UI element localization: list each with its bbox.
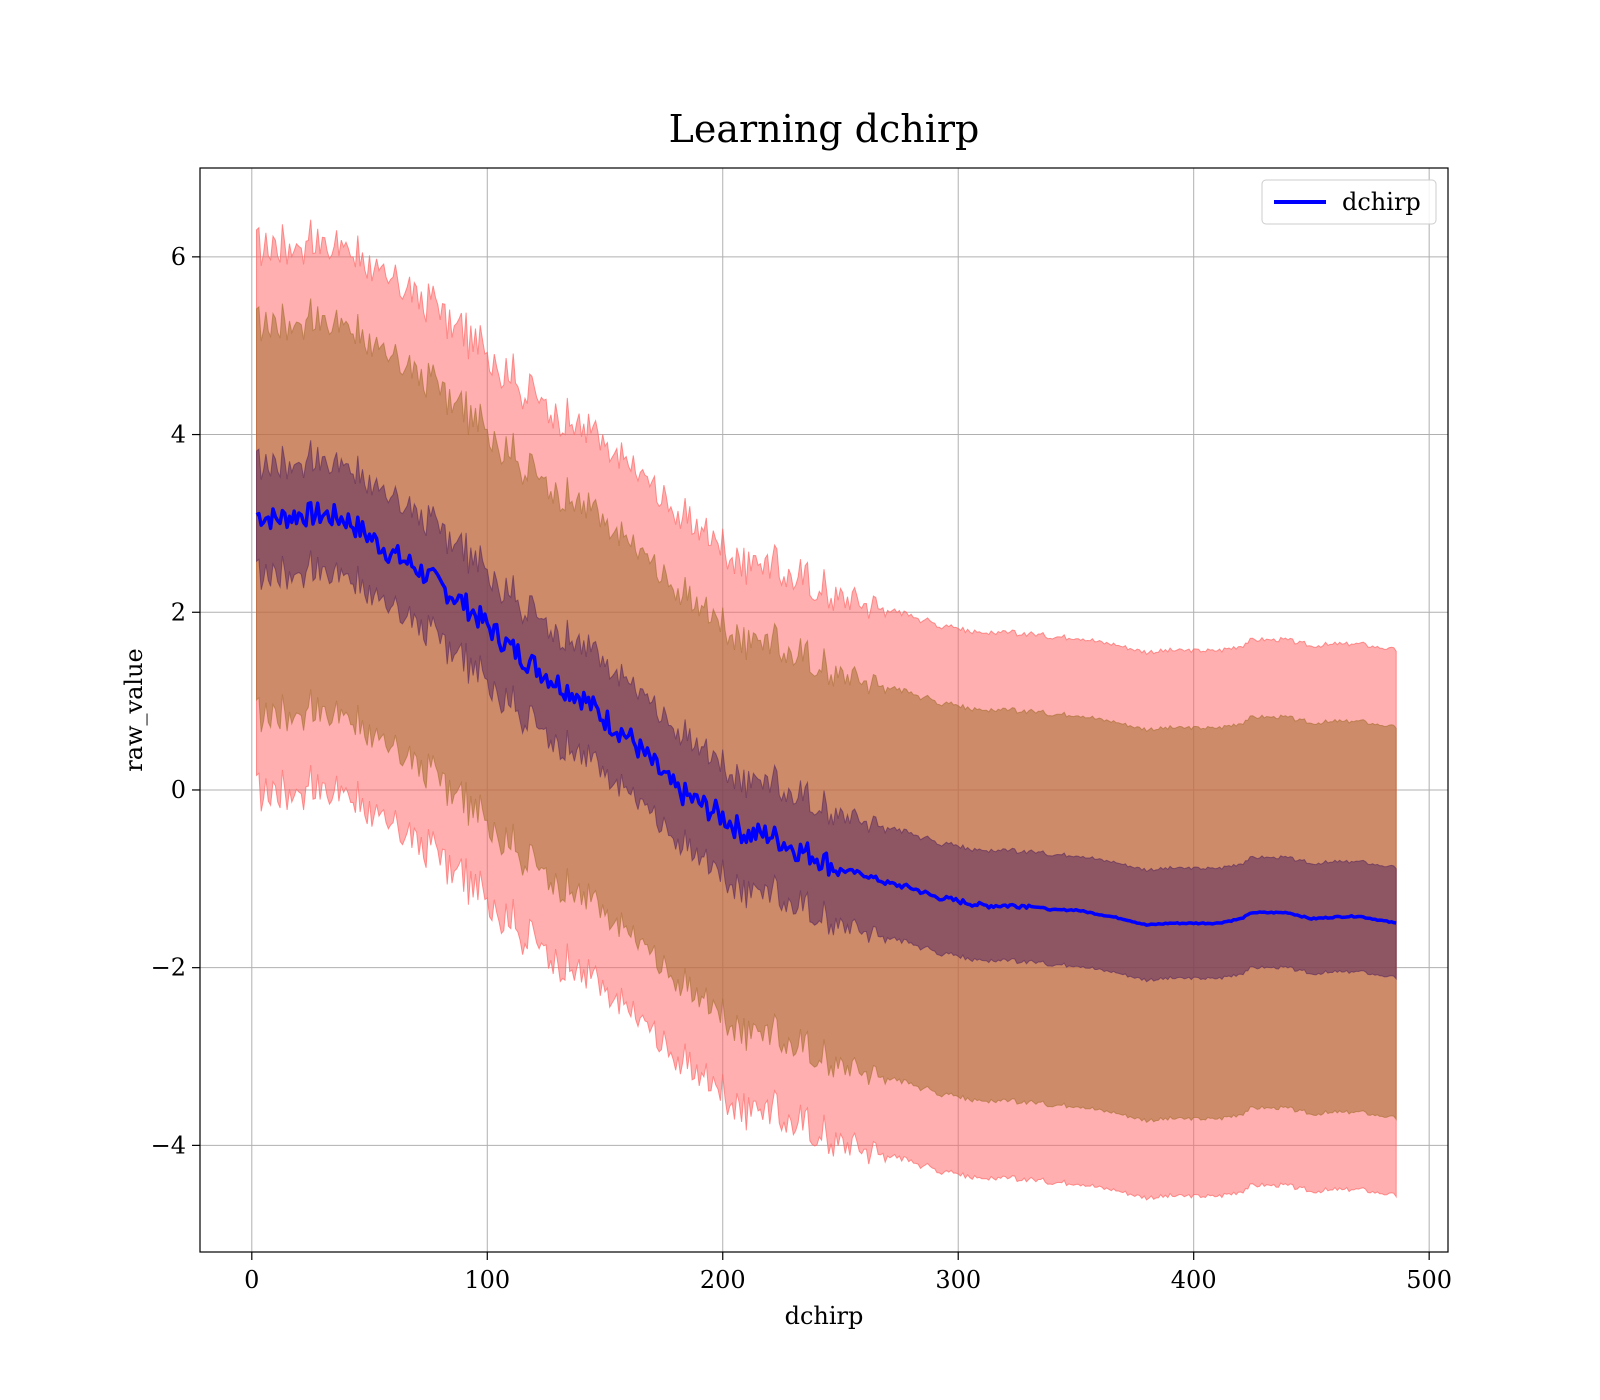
x-tick-label-4: 400 <box>1171 1266 1217 1294</box>
x-tick-label-2: 200 <box>700 1266 746 1294</box>
series-group <box>255 501 1397 927</box>
x-tick-label-0: 0 <box>244 1266 259 1294</box>
y-tick-label-0: −4 <box>151 1131 186 1159</box>
y-axis: −4 −2 0 2 4 6 <box>151 243 200 1159</box>
y-tick-label-5: 6 <box>171 243 186 271</box>
legend: dchirp <box>1261 179 1437 225</box>
chart-title: Learning dchirp <box>669 107 980 151</box>
legend-box <box>1261 179 1437 225</box>
band-inner <box>256 440 1397 983</box>
series-line-dchirp <box>255 501 1397 927</box>
x-tick-label-3: 300 <box>935 1266 981 1294</box>
y-tick-label-4: 4 <box>171 421 186 449</box>
confidence-bands <box>256 219 1397 1201</box>
y-tick-label-1: −2 <box>151 954 186 982</box>
x-axis: 0 100 200 300 400 500 <box>244 1252 1452 1294</box>
plot-frame <box>199 167 1449 1253</box>
x-axis-label: dchirp <box>785 1302 864 1330</box>
x-tick-label-5: 500 <box>1406 1266 1452 1294</box>
y-tick-label-2: 0 <box>171 776 186 804</box>
x-tick-label-1: 100 <box>464 1266 510 1294</box>
y-tick-label-3: 2 <box>171 598 186 626</box>
legend-label-dchirp: dchirp <box>1342 188 1421 216</box>
y-axis-label: raw_value <box>120 648 148 772</box>
